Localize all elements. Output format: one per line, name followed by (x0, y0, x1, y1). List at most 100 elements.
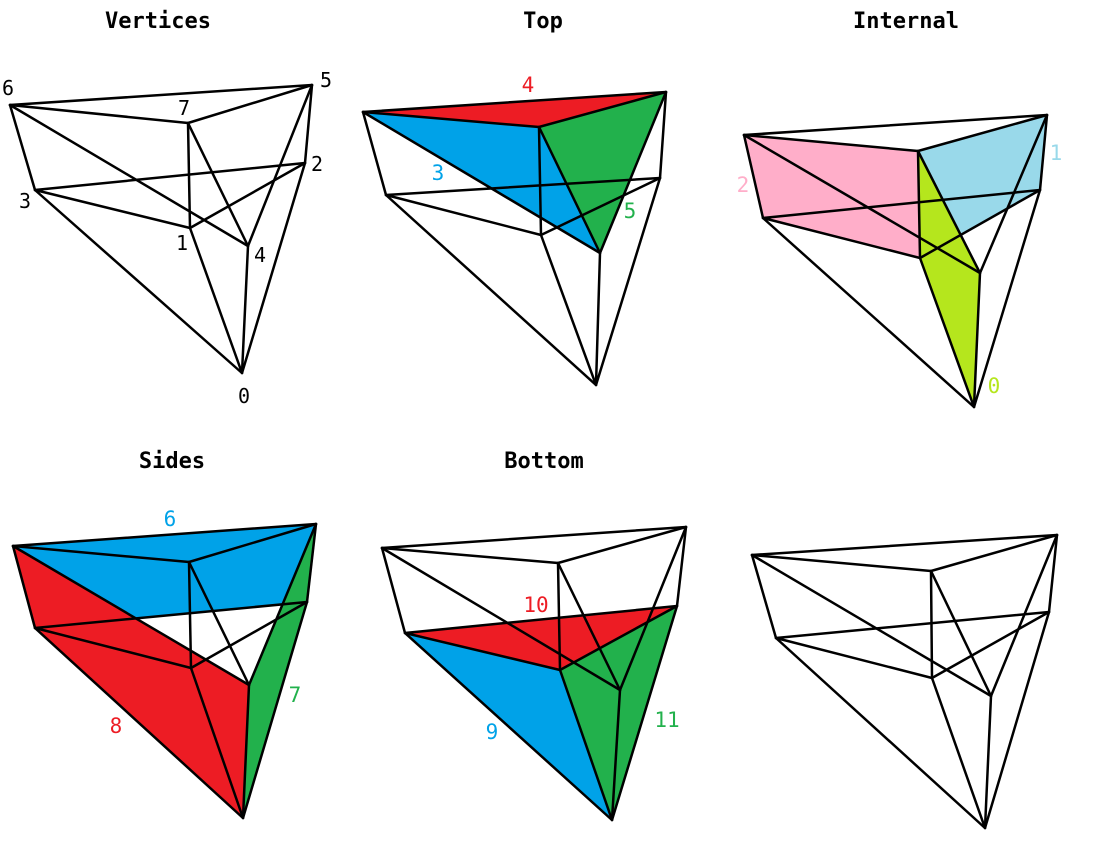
edge-1-2 (188, 161, 307, 230)
edge-5-4 (618, 525, 688, 692)
edge-5-2 (303, 83, 314, 165)
edge-3-1 (33, 626, 193, 670)
panel-vertices: Vertices 0 1 2 3 4 5 6 7 (2, 9, 332, 408)
face-8 (13, 546, 249, 818)
edge-3-0 (403, 631, 614, 822)
face-label-11: 11 (654, 708, 679, 732)
edge-5-2 (1038, 113, 1049, 192)
face-label-6: 6 (164, 507, 177, 531)
face-5 (539, 92, 666, 253)
edge-7-4 (186, 121, 250, 248)
edge-4-0 (241, 683, 251, 820)
panel-title: Vertices (105, 9, 211, 34)
panel-title: Sides (139, 449, 205, 474)
face-label-3: 3 (432, 161, 445, 185)
panel-blank (750, 533, 1059, 830)
vertex-label-4: 4 (254, 243, 266, 267)
edge-1-2 (930, 610, 1051, 680)
face-label-0: 0 (988, 374, 1001, 398)
edge-3-2 (761, 188, 1042, 220)
edge-6-5 (742, 113, 1049, 137)
vertex-label-3: 3 (19, 189, 31, 213)
edge-2-0 (594, 176, 662, 387)
edge-1-2 (189, 600, 309, 670)
edge-5-4 (978, 113, 1049, 275)
edge-2-0 (983, 610, 1051, 830)
edge-6-3 (750, 553, 778, 640)
edge-6-3 (11, 544, 37, 630)
panel-sides: Sides 6 8 7 (11, 449, 318, 820)
edge-4-0 (240, 244, 250, 375)
edge-2-0 (241, 600, 309, 820)
edge-7-4 (916, 149, 982, 275)
edge-7-5 (916, 113, 1049, 153)
edge-3-1 (33, 188, 192, 230)
edge-7-5 (187, 522, 318, 564)
edge-1-0 (558, 668, 614, 822)
edge-1-0 (918, 256, 976, 409)
edge-4-0 (972, 271, 982, 409)
vertex-label-0: 0 (238, 384, 250, 408)
edge-6-7 (8, 103, 190, 125)
vertex-label-5: 5 (320, 68, 332, 92)
edge-5-2 (658, 90, 668, 180)
edge-5-4 (598, 90, 668, 255)
face-label-10: 10 (523, 593, 548, 617)
panel-title: Bottom (504, 449, 583, 474)
edge-3-1 (403, 631, 562, 672)
edge-7-5 (186, 83, 314, 125)
edge-6-5 (750, 533, 1059, 557)
edge-1-2 (539, 176, 662, 237)
edge-6-5 (11, 522, 318, 548)
vertex-label-7: 7 (178, 96, 190, 120)
edge-7-5 (556, 525, 688, 565)
edge-6-4 (380, 546, 622, 692)
edge-4-0 (610, 688, 622, 822)
edge-2-0 (240, 161, 307, 375)
edge-5-4 (989, 533, 1059, 698)
edge-6-7 (742, 133, 920, 153)
face-label-9: 9 (486, 720, 499, 744)
face-label-5: 5 (624, 199, 637, 223)
edge-3-2 (403, 604, 679, 635)
edge-7-5 (929, 533, 1059, 573)
face-label-8: 8 (110, 714, 123, 738)
edge-6-3 (8, 103, 37, 192)
edge-7-5 (537, 90, 668, 129)
face-0 (918, 151, 980, 407)
edge-1-0 (189, 666, 245, 820)
edge-5-2 (675, 525, 688, 608)
edge-6-7 (361, 110, 541, 129)
edge-6-5 (361, 90, 668, 114)
edge-7-1 (916, 149, 922, 260)
edge-3-1 (774, 636, 934, 680)
edge-6-4 (750, 553, 993, 698)
edge-6-4 (361, 110, 602, 255)
vertex-label-1: 1 (176, 231, 188, 255)
edge-6-4 (742, 133, 982, 275)
edge-7-4 (929, 569, 993, 698)
edge-6-4 (8, 103, 250, 248)
edge-3-2 (384, 176, 662, 197)
edge-6-3 (742, 133, 765, 220)
face-10 (405, 606, 677, 670)
face-label-7: 7 (289, 683, 302, 707)
face-label-1: 1 (1050, 141, 1063, 165)
edge-5-4 (246, 83, 314, 248)
edge-1-0 (188, 226, 244, 375)
edge-7-1 (556, 561, 562, 672)
panel-bottom: Bottom 10 9 11 (380, 449, 688, 822)
edge-7-4 (187, 560, 251, 687)
edge-5-2 (305, 522, 318, 604)
face-label-4: 4 (522, 73, 535, 97)
edge-3-0 (774, 636, 987, 830)
panel-internal: Internal 2 1 0 (737, 9, 1063, 409)
edge-1-2 (558, 604, 679, 672)
edge-3-2 (33, 161, 307, 192)
vertex-label-2: 2 (311, 152, 323, 176)
edge-3-0 (33, 626, 245, 820)
edge-6-3 (361, 110, 388, 197)
panel-top: Top 4 3 5 (361, 9, 668, 387)
edge-4-0 (983, 694, 993, 830)
